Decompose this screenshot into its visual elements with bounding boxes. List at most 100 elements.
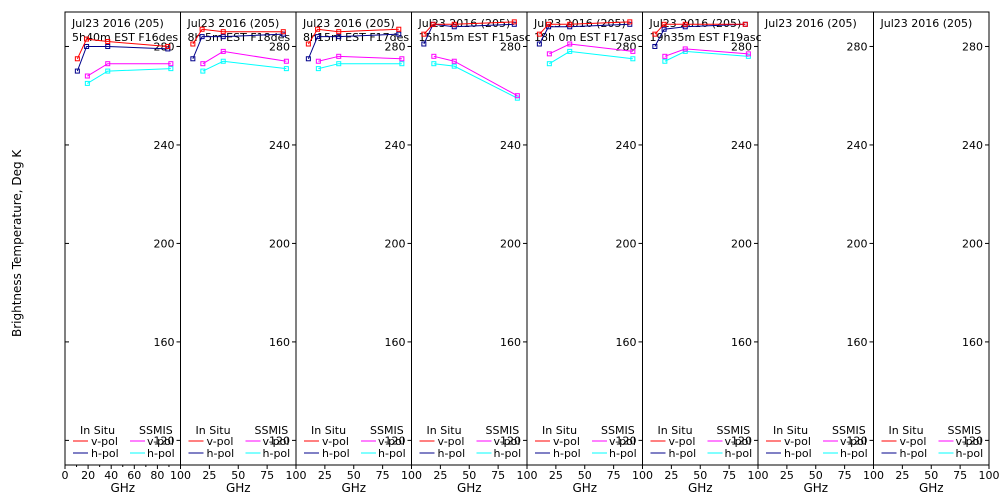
ssmis-h-pol-line [318,63,402,70]
y-tick-label: 120 [269,434,290,447]
legend-insitu-title: In Situ [773,424,808,437]
legend-ssmis-v-label: v-pol [956,435,983,448]
ssmis-v-pol-point [514,93,520,99]
insitu-h-pol-point [652,43,658,49]
ssmis-h-pol-point [662,58,668,64]
y-tick-label: 280 [500,40,521,53]
ssmis-h-pol-line [202,60,287,72]
legend-ssmis-h-label: h-pol [840,447,868,460]
legend-insitu-h-label: h-pol [207,447,235,460]
ssmis-h-pol-point [220,58,226,64]
x-tick-label: 100 [170,469,191,482]
legend-ssmis-h-label: h-pol [609,447,637,460]
x-axis-label: GHz [803,481,828,495]
y-tick-label: 280 [269,40,290,53]
x-tick-label: 25 [318,469,332,482]
legend-ssmis-title: SSMIS [948,424,982,437]
x-tick-label: 100 [286,469,307,482]
x-tick-label: 100 [748,469,769,482]
ssmis-h-pol-line [549,50,633,65]
ssmis-h-pol-line [433,63,518,99]
legend-ssmis-title: SSMIS [832,424,866,437]
x-tick-label: 100 [863,469,884,482]
legend-ssmis-title: SSMIS [255,424,289,437]
legend-ssmis-v-label: v-pol [263,435,290,448]
legend-insitu-h-label: h-pol [91,447,119,460]
legend-insitu-v-label: v-pol [438,435,465,448]
y-tick-label: 120 [500,434,521,447]
legend-insitu-v-label: v-pol [553,435,580,448]
x-tick-label: 50 [809,469,823,482]
insitu-h-pol-point [421,41,427,47]
y-tick-label: 160 [269,336,290,349]
insitu-v-pol-point [336,29,342,35]
insitu-v-pol-point [105,39,111,45]
legend-ssmis-v-label: v-pol [725,435,752,448]
insitu-v-pol-point [546,21,552,27]
x-tick-label: 25 [433,469,447,482]
x-axis-label: GHz [457,481,482,495]
y-tick-label: 240 [154,139,175,152]
x-tick-label: 100 [517,469,538,482]
ssmis-v-pol-point [200,61,206,67]
y-tick-label: 160 [500,336,521,349]
legend-insitu-title: In Situ [196,424,231,437]
ssmis-v-pol-point [283,58,289,64]
legend-ssmis-v-label: v-pol [840,435,867,448]
y-tick-label: 200 [154,237,175,250]
x-axis-label: GHz [341,481,366,495]
legend-insitu-title: In Situ [542,424,577,437]
insitu-v-pol-point [199,26,205,32]
legend-ssmis-h-label: h-pol [263,447,291,460]
x-tick-label: 75 [491,469,505,482]
legend-ssmis-h-label: h-pol [378,447,406,460]
legend-insitu-v-label: v-pol [91,435,118,448]
x-tick-label: 50 [231,469,245,482]
insitu-v-pol-point [220,29,226,35]
insitu-h-pol-line [76,45,168,72]
insitu-v-pol-point [165,43,171,49]
legend-insitu-v-label: v-pol [784,435,811,448]
ssmis-v-pol-point [567,41,573,47]
insitu-h-pol-point [661,26,667,32]
panel-title: Jul23 2016 (205) [649,17,742,30]
ssmis-v-pol-point [84,73,90,79]
y-tick-label: 280 [154,40,175,53]
insitu-h-pol-line [192,33,284,59]
ssmis-h-pol-point [168,66,174,72]
legend-insitu-h-label: h-pol [900,447,928,460]
y-tick-label: 240 [731,139,752,152]
x-tick-label: 75 [838,469,852,482]
insitu-v-pol-point [742,21,748,27]
ssmis-h-pol-point [546,61,552,67]
insitu-h-pol-point [190,56,196,62]
insitu-v-pol-point [511,19,517,25]
insitu-v-pol-point [682,21,688,27]
y-tick-label: 280 [962,40,983,53]
insitu-v-pol-point [280,29,286,35]
legend-insitu-h-label: h-pol [322,447,350,460]
ssmis-h-pol-point [315,66,321,72]
y-tick-label: 240 [962,139,983,152]
ssmis-v-pol-line [433,55,518,97]
insitu-h-pol-point [220,34,226,40]
ssmis-v-pol-point [431,53,437,59]
ssmis-h-pol-point [630,56,636,62]
insitu-v-pol-point [652,31,658,37]
ssmis-v-pol-line [318,55,402,62]
insitu-v-pol-point [567,21,573,27]
y-tick-label: 240 [385,139,406,152]
x-tick-label: 25 [895,469,909,482]
x-tick-label: 50 [693,469,707,482]
insitu-v-pol-point [430,21,436,27]
legend-ssmis-title: SSMIS [601,424,635,437]
x-axis-label: GHz [919,481,944,495]
ssmis-h-pol-point [200,68,206,74]
ssmis-v-pol-line [664,48,749,57]
panel-title: Jul23 2016 (205) [187,17,280,30]
legend-ssmis-v-label: v-pol [494,435,521,448]
ssmis-h-pol-point [399,61,405,67]
ssmis-v-pol-point [336,53,342,59]
y-tick-label: 160 [154,336,175,349]
